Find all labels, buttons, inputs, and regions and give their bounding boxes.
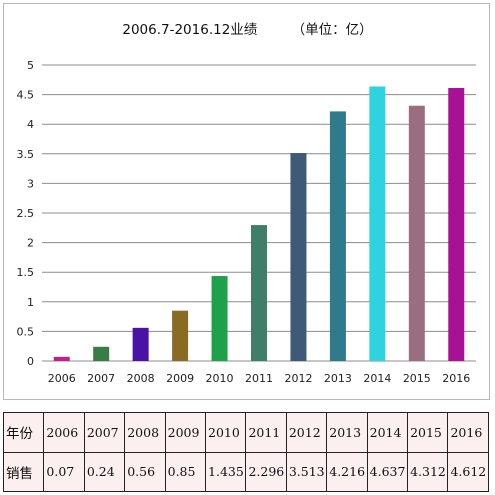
year-cell: 2015 bbox=[407, 412, 449, 453]
sales-cell: 0.24 bbox=[83, 451, 126, 492]
sales-cell: 4.612 bbox=[447, 451, 489, 492]
sales-cell: 4.637 bbox=[366, 451, 409, 492]
sales-cell: 3.513 bbox=[285, 451, 328, 492]
table-row-years: 年份 2006 2007 2008 2009 2010 2011 2012 2013 2014 2… bbox=[2, 412, 489, 453]
sales-cell: 0.07 bbox=[43, 451, 85, 492]
y-tick-label: 1 bbox=[27, 296, 34, 309]
sales-cell: 4.312 bbox=[407, 451, 449, 492]
y-axis-ticks: 0 0.5 1 1.5 2 2.5 3 3.5 4 4.5 5 bbox=[17, 59, 35, 368]
year-cell: 2012 bbox=[285, 412, 328, 453]
x-tick-label: 2010 bbox=[206, 372, 234, 385]
sales-cell: 0.56 bbox=[124, 451, 166, 492]
y-tick-label: 4.5 bbox=[17, 89, 35, 102]
x-tick-label: 2007 bbox=[87, 372, 115, 385]
x-axis-ticks: 2006 2007 2008 2009 2010 2011 2012 2013 2014 2015… bbox=[48, 372, 471, 385]
year-cell: 2013 bbox=[326, 412, 368, 453]
sales-cell: 4.216 bbox=[326, 451, 368, 492]
x-tick-label: 2006 bbox=[48, 372, 76, 385]
row-header-sales: 销售 bbox=[2, 451, 45, 492]
x-tick-label: 2008 bbox=[127, 372, 155, 385]
y-tick-label: 2.5 bbox=[17, 207, 35, 220]
year-cell: 2006 bbox=[43, 412, 85, 453]
sales-table: 年份 2006 2007 2008 2009 2010 2011 2012 2013 2014 2… bbox=[2, 412, 489, 492]
x-tick-label: 2015 bbox=[403, 372, 431, 385]
sales-cell: 0.85 bbox=[164, 451, 207, 492]
bar-2008 bbox=[132, 327, 149, 361]
year-cell: 2007 bbox=[83, 412, 126, 453]
row-header-year: 年份 bbox=[2, 412, 45, 453]
year-cell: 2009 bbox=[164, 412, 207, 453]
table-row-sales: 销售 0.07 0.24 0.56 0.85 1.435 2.296 3.513 4.216 4… bbox=[2, 451, 489, 492]
bar-2011 bbox=[251, 225, 267, 361]
year-cell: 2014 bbox=[366, 412, 409, 453]
x-tick-label: 2014 bbox=[363, 372, 391, 385]
bar-2007 bbox=[93, 346, 110, 361]
y-tick-label: 4 bbox=[27, 118, 34, 131]
gridlines bbox=[42, 64, 476, 362]
y-tick-label: 3.5 bbox=[17, 148, 35, 161]
bar-2014 bbox=[369, 86, 386, 362]
y-tick-label: 3 bbox=[27, 177, 34, 190]
year-cell: 2011 bbox=[245, 412, 287, 453]
bar-2010 bbox=[211, 276, 228, 361]
y-tick-label: 1.5 bbox=[17, 266, 35, 279]
y-tick-label: 0 bbox=[27, 355, 34, 368]
chart-frame: 2006.7-2016.12业绩 （单位：亿） 0 0.5 1 1.5 2 2.5 3 3.5… bbox=[3, 3, 490, 400]
bars bbox=[53, 86, 465, 362]
y-tick-label: 2 bbox=[27, 237, 34, 250]
x-tick-label: 2011 bbox=[245, 372, 273, 385]
sales-cell: 1.435 bbox=[205, 451, 247, 492]
bar-2006 bbox=[53, 356, 70, 361]
bar-2012 bbox=[290, 153, 307, 361]
x-tick-label: 2016 bbox=[442, 372, 470, 385]
year-cell: 2008 bbox=[124, 412, 166, 453]
bar-2013 bbox=[329, 111, 346, 361]
year-cell: 2010 bbox=[205, 412, 247, 453]
x-tick-label: 2012 bbox=[284, 372, 312, 385]
x-tick-label: 2009 bbox=[166, 372, 194, 385]
y-tick-label: 5 bbox=[27, 59, 34, 72]
y-tick-label: 0.5 bbox=[17, 325, 35, 338]
x-tick-label: 2013 bbox=[324, 372, 352, 385]
bar-2009 bbox=[172, 310, 189, 361]
bar-chart: 00.511.522.533.544.55 2006 2007 2008 2009 20… bbox=[17, 59, 476, 385]
bar-2015 bbox=[408, 105, 425, 361]
year-cell: 2016 bbox=[447, 412, 489, 453]
sales-cell: 2.296 bbox=[245, 451, 287, 492]
chart-title: 2006.7-2016.12业绩 （单位：亿） bbox=[122, 22, 373, 38]
bar-2016 bbox=[448, 87, 465, 361]
